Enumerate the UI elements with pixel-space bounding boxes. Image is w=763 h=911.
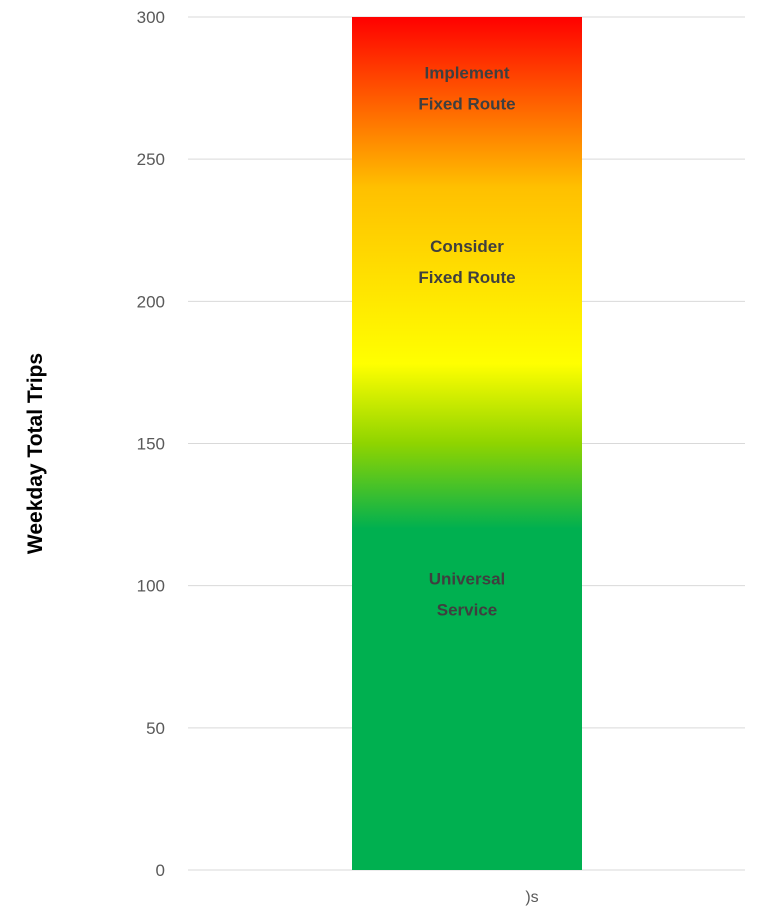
y-tick-label-0: 0 [156, 861, 165, 880]
y-tick-label-50: 50 [146, 719, 165, 738]
band-label-0-line-0: Implement [424, 64, 509, 83]
y-tick-label-200: 200 [137, 292, 165, 311]
y-tick-label-150: 150 [137, 435, 165, 454]
x-axis-tick-labels: )s [525, 889, 538, 906]
band-label-1-line-1: Fixed Route [418, 268, 515, 287]
bars [352, 17, 582, 870]
band-label-1-line-0: Consider [430, 237, 504, 256]
y-tick-label-300: 300 [137, 8, 165, 27]
band-label-2-line-0: Universal [429, 570, 506, 589]
band-label-0-line-1: Fixed Route [418, 95, 515, 114]
y-tick-label-100: 100 [137, 577, 165, 596]
y-tick-label-250: 250 [137, 150, 165, 169]
bar-0 [352, 17, 582, 870]
y-axis-label: Weekday Total Trips [24, 353, 47, 554]
y-axis-tick-labels: 0 50 100 150 200 250 300 [137, 8, 165, 880]
band-label-2-line-1: Service [437, 601, 498, 620]
x-tick-label-0: )s [525, 889, 538, 906]
band-labels: Implement Fixed Route Consider Fixed Route U… [418, 64, 515, 620]
